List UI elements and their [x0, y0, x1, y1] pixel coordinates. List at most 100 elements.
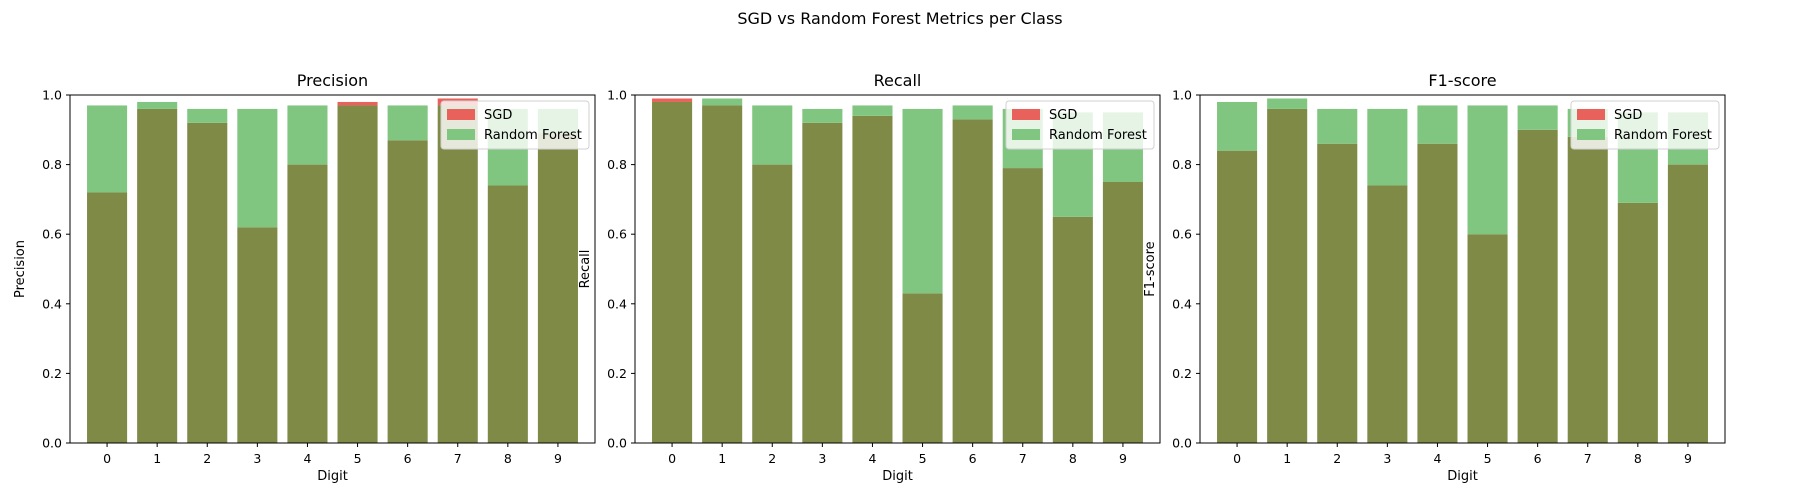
- axes-frame: [69, 94, 596, 444]
- bar-overlap-0: [1217, 150, 1258, 443]
- legend-entry: Random Forest: [1614, 128, 1712, 143]
- bar-overlap-0: [87, 192, 128, 443]
- panel-title: Precision: [297, 71, 368, 90]
- legend-entry: Random Forest: [484, 128, 582, 143]
- legend-entry: SGD: [484, 108, 512, 123]
- bar-overlap-4: [287, 164, 328, 443]
- x-axis-label: Digit: [882, 469, 913, 484]
- legend-entry: Random Forest: [1049, 128, 1147, 143]
- bar-overlap-0: [652, 101, 693, 444]
- x-tick-label: 8: [1069, 451, 1077, 466]
- bar-overlap-5: [337, 105, 378, 443]
- legend-swatch: [447, 129, 475, 140]
- bar-overlap-9: [537, 133, 578, 443]
- bar-overlap-5: [902, 293, 943, 443]
- x-tick-label: 9: [1684, 451, 1692, 466]
- bar-overlap-9: [1667, 164, 1708, 443]
- x-tick-label: 0: [103, 451, 111, 466]
- bar-random-forest-2: [752, 105, 793, 165]
- y-tick-label: 0.2: [1172, 366, 1192, 381]
- axes-frame: [1199, 94, 1726, 444]
- bar-overlap-2: [1317, 143, 1358, 443]
- bar-overlap-5: [1467, 234, 1508, 443]
- x-tick-label: 9: [1119, 451, 1127, 466]
- x-tick-label: 1: [718, 451, 726, 466]
- y-tick-label: 1.0: [607, 88, 627, 103]
- bar-overlap-3: [802, 122, 843, 443]
- x-tick-label: 9: [554, 451, 562, 466]
- bar-random-forest-4: [1417, 105, 1458, 144]
- bar-overlap-6: [952, 119, 993, 444]
- bar-random-forest-4: [287, 105, 328, 165]
- legend-box: [440, 100, 590, 150]
- bar-random-forest-1: [702, 98, 743, 106]
- bar-random-forest-1: [137, 101, 178, 109]
- bar-overlap-1: [1267, 108, 1308, 444]
- y-axis-label: F1-score: [1143, 241, 1158, 296]
- x-tick-label: 5: [1484, 451, 1492, 466]
- legend-swatch: [1012, 129, 1040, 140]
- bar-overlap-2: [187, 122, 228, 443]
- legend-swatch: [1012, 109, 1040, 120]
- x-tick-label: 7: [454, 451, 462, 466]
- x-tick-label: 7: [1584, 451, 1592, 466]
- bar-overlap-3: [1367, 185, 1408, 444]
- y-tick-label: 1.0: [42, 88, 62, 103]
- x-tick-label: 3: [253, 451, 261, 466]
- y-tick-label: 0.0: [1172, 436, 1192, 451]
- x-tick-label: 4: [303, 451, 311, 466]
- axes-frame: [634, 94, 1161, 444]
- bar-random-forest-5: [1467, 105, 1508, 235]
- y-tick-label: 0.4: [1172, 296, 1192, 311]
- y-tick-label: 0.4: [607, 296, 627, 311]
- x-tick-label: 6: [969, 451, 977, 466]
- x-tick-label: 6: [1534, 451, 1542, 466]
- bar-random-forest-2: [187, 108, 228, 123]
- x-tick-label: 2: [203, 451, 211, 466]
- bar-random-forest-5: [902, 108, 943, 294]
- bar-random-forest-6: [952, 105, 993, 120]
- bar-overlap-8: [1052, 216, 1093, 443]
- x-tick-label: 7: [1019, 451, 1027, 466]
- y-tick-label: 0.6: [1172, 227, 1192, 242]
- bar-overlap-2: [752, 164, 793, 443]
- y-tick-label: 0.2: [42, 366, 62, 381]
- legend-entry: SGD: [1049, 108, 1077, 123]
- bar-random-forest-3: [802, 108, 843, 123]
- legend-swatch: [1577, 109, 1605, 120]
- bar-sgd-5: [337, 101, 378, 106]
- x-tick-label: 4: [868, 451, 876, 466]
- x-tick-label: 5: [919, 451, 927, 466]
- chart-panel-recall: Recall 0.0 0.2 0.4 0.6 0.8 1.0 0 1 2 3 4 5 6 7 8 9 Digit R…: [578, 71, 1161, 484]
- legend-swatch: [1577, 129, 1605, 140]
- bar-overlap-3: [237, 227, 278, 443]
- bar-random-forest-1: [1267, 98, 1308, 109]
- y-tick-label: 0.4: [42, 296, 62, 311]
- x-tick-label: 8: [1634, 451, 1642, 466]
- bar-overlap-4: [852, 115, 893, 443]
- bar-random-forest-3: [237, 108, 278, 228]
- x-tick-label: 8: [504, 451, 512, 466]
- panel-title: F1-score: [1428, 71, 1496, 90]
- bar-sgd-0: [652, 98, 693, 102]
- x-tick-label: 1: [1283, 451, 1291, 466]
- chart-panel-f1-score: F1-score 0.0 0.2 0.4 0.6 0.8 1.0 0 1 2 3 4 5 6 7 8 9 Digi…: [1143, 71, 1726, 484]
- bar-random-forest-4: [852, 105, 893, 116]
- legend-swatch: [447, 109, 475, 120]
- bar-random-forest-0: [87, 105, 128, 193]
- y-tick-label: 0.2: [607, 366, 627, 381]
- bar-random-forest-6: [387, 105, 428, 141]
- bar-overlap-7: [437, 105, 478, 443]
- y-tick-label: 0.8: [42, 157, 62, 172]
- x-tick-label: 0: [1233, 451, 1241, 466]
- bar-random-forest-3: [1367, 108, 1408, 186]
- bar-overlap-8: [1617, 202, 1658, 443]
- chart-panel-precision: Precision 0.0 0.2 0.4 0.6 0.8 1.0 0 1 2 3 4 5 6 7 8 9 Dig…: [13, 71, 596, 484]
- x-tick-label: 0: [668, 451, 676, 466]
- y-tick-label: 0.8: [1172, 157, 1192, 172]
- x-tick-label: 1: [153, 451, 161, 466]
- x-tick-label: 3: [1383, 451, 1391, 466]
- bar-random-forest-6: [1517, 105, 1558, 130]
- y-tick-label: 0.0: [607, 436, 627, 451]
